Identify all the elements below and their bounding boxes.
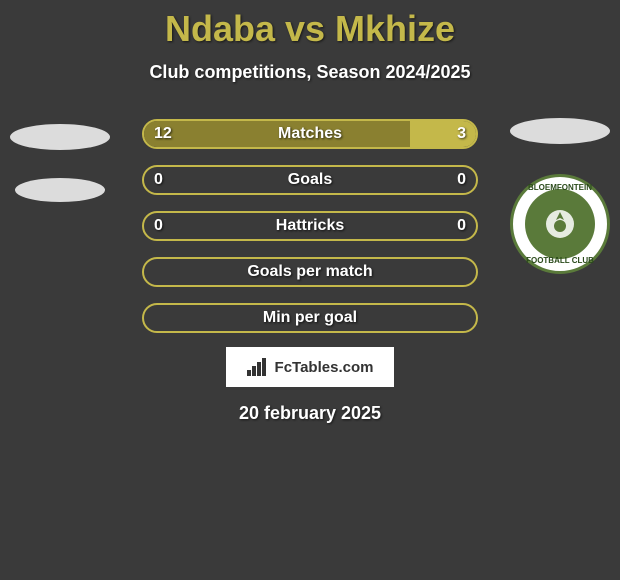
right-badge-placeholder-1 xyxy=(510,118,610,144)
stat-right-value: 0 xyxy=(457,217,466,235)
left-badge-placeholder-1 xyxy=(10,124,110,150)
club-logo-inner xyxy=(525,189,595,259)
stat-label: Hattricks xyxy=(276,217,344,235)
stat-bar-min-per-goal: Min per goal xyxy=(142,303,478,333)
comparison-card: Ndaba vs Mkhize Club competitions, Seaso… xyxy=(0,0,620,424)
left-team-badges xyxy=(10,124,110,202)
stat-bar-goals-per-match: Goals per match xyxy=(142,257,478,287)
page-title: Ndaba vs Mkhize xyxy=(0,8,620,50)
date-label: 20 february 2025 xyxy=(0,403,620,424)
stat-right-value: 3 xyxy=(457,125,466,143)
club-crest-icon xyxy=(540,204,580,244)
stat-bar-goals: 0 Goals 0 xyxy=(142,165,478,195)
stat-left-value: 0 xyxy=(154,171,163,189)
fctables-text: FcTables.com xyxy=(275,359,374,376)
page-subtitle: Club competitions, Season 2024/2025 xyxy=(0,62,620,83)
right-team-badges: BLOEMFONTEIN FOOTBALL CLUB xyxy=(510,118,610,274)
stat-left-value: 12 xyxy=(154,125,172,143)
chart-icon xyxy=(247,358,269,376)
club-logo-top-text: BLOEMFONTEIN xyxy=(528,183,592,192)
stat-right-value: 0 xyxy=(457,171,466,189)
stat-label: Matches xyxy=(278,125,342,143)
stat-left-value: 0 xyxy=(154,217,163,235)
stat-bar-matches: 12 3 Matches xyxy=(142,119,478,149)
fctables-attribution[interactable]: FcTables.com xyxy=(226,347,394,387)
stat-label: Goals per match xyxy=(247,263,372,281)
stat-label: Goals xyxy=(288,171,332,189)
club-logo-bottom-text: FOOTBALL CLUB xyxy=(526,256,594,265)
stat-bar-right: 3 xyxy=(410,121,476,147)
left-badge-placeholder-2 xyxy=(15,178,105,202)
stat-bar-left: 12 xyxy=(144,121,410,147)
club-logo: BLOEMFONTEIN FOOTBALL CLUB xyxy=(510,174,610,274)
stat-label: Min per goal xyxy=(263,309,357,327)
stat-bar-hattricks: 0 Hattricks 0 xyxy=(142,211,478,241)
